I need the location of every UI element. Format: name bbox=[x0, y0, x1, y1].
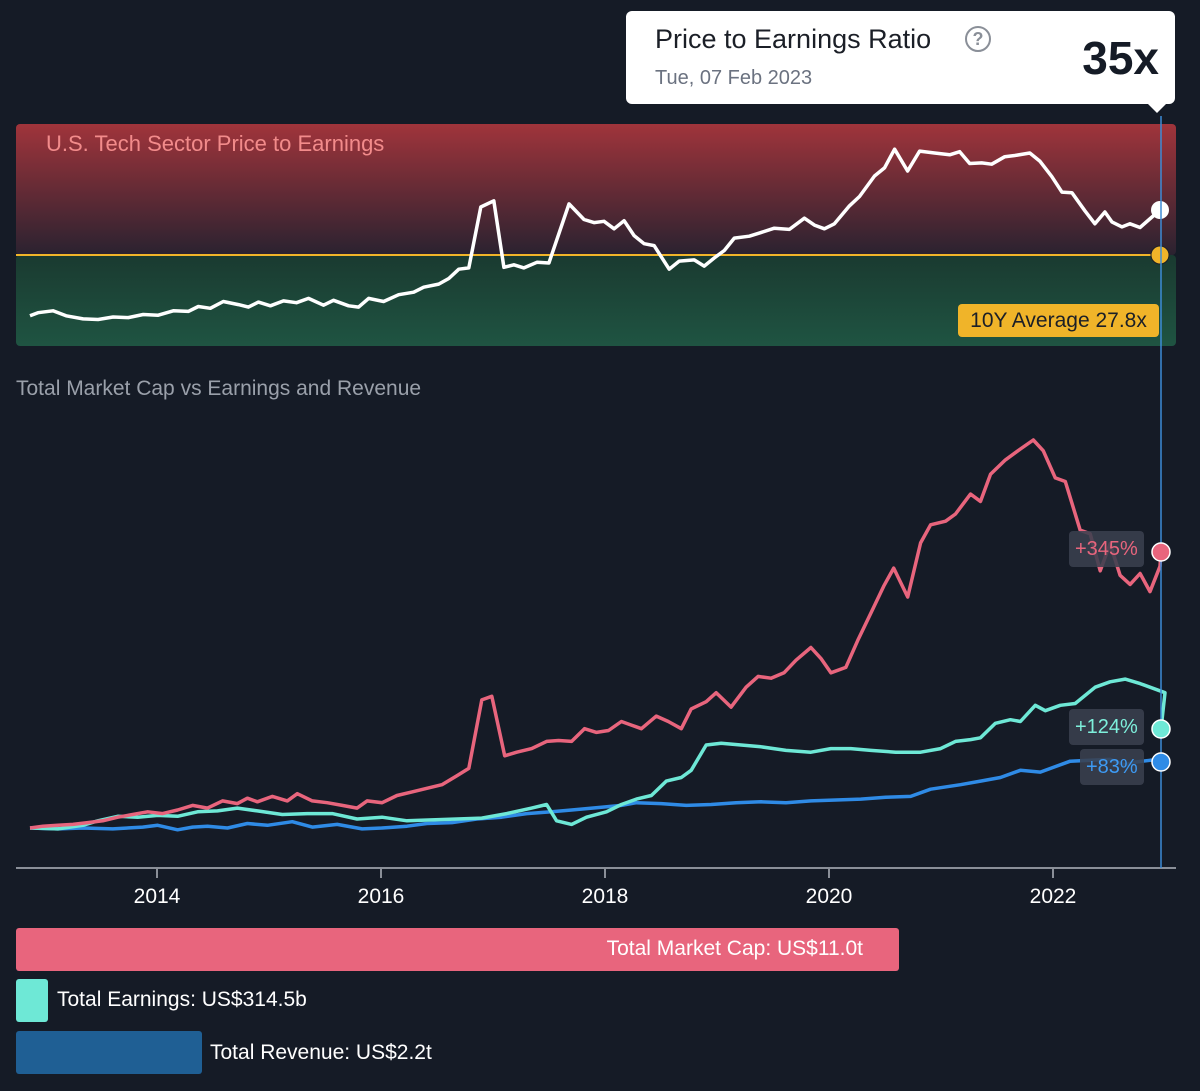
tooltip-date: Tue, 07 Feb 2023 bbox=[655, 67, 813, 89]
tooltip-title: Price to Earnings Ratio bbox=[655, 24, 932, 54]
average-point[interactable] bbox=[1150, 245, 1170, 265]
market-cap-legend-bar[interactable] bbox=[16, 928, 899, 971]
pe-tooltip: Price to Earnings Ratio ? Tue, 07 Feb 20… bbox=[626, 11, 1175, 113]
market-cap-end-point[interactable] bbox=[1151, 542, 1171, 562]
earnings-line bbox=[29, 677, 1167, 831]
x-tick-label: 2022 bbox=[1030, 885, 1077, 908]
revenue-legend-label: Total Revenue: US$2.2t bbox=[210, 1041, 432, 1064]
market-cap-change-badge: +345% bbox=[1069, 531, 1144, 567]
x-tick-label: 2020 bbox=[806, 885, 853, 908]
pe-chart-title: U.S. Tech Sector Price to Earnings bbox=[46, 131, 385, 156]
earnings-legend-label: Total Earnings: US$314.5b bbox=[57, 988, 307, 1011]
revenue-end-point[interactable] bbox=[1151, 752, 1171, 772]
question-circle-icon[interactable]: ? bbox=[965, 26, 991, 52]
tooltip-value: 35x bbox=[1082, 32, 1159, 84]
earnings-end-point[interactable] bbox=[1151, 719, 1171, 739]
earnings-change-badge: +124% bbox=[1069, 709, 1144, 745]
average-badge: 10Y Average 27.8x bbox=[958, 304, 1159, 337]
x-axis-ticks: 2014 2016 2018 2020 2022 bbox=[134, 868, 1077, 908]
pe-current-point[interactable] bbox=[1151, 201, 1169, 219]
x-tick-label: 2018 bbox=[582, 885, 629, 908]
pe-chart bbox=[16, 124, 1176, 346]
above-average-zone bbox=[16, 124, 1176, 255]
x-tick-label: 2016 bbox=[358, 885, 405, 908]
below-average-zone bbox=[16, 255, 1176, 346]
x-tick-label: 2014 bbox=[134, 885, 181, 908]
growth-chart-title: Total Market Cap vs Earnings and Revenue bbox=[16, 377, 422, 400]
revenue-line bbox=[29, 757, 1167, 832]
earnings-legend-bar[interactable] bbox=[16, 979, 48, 1022]
market-cap-legend-label: Total Market Cap: US$11.0t bbox=[606, 937, 863, 960]
revenue-legend-bar[interactable] bbox=[16, 1031, 202, 1074]
growth-chart: 2014 2016 2018 2020 2022 bbox=[16, 116, 1176, 908]
market-cap-line bbox=[29, 438, 1163, 830]
pe-series-line bbox=[29, 147, 1162, 322]
revenue-change-badge: +83% bbox=[1080, 749, 1144, 785]
